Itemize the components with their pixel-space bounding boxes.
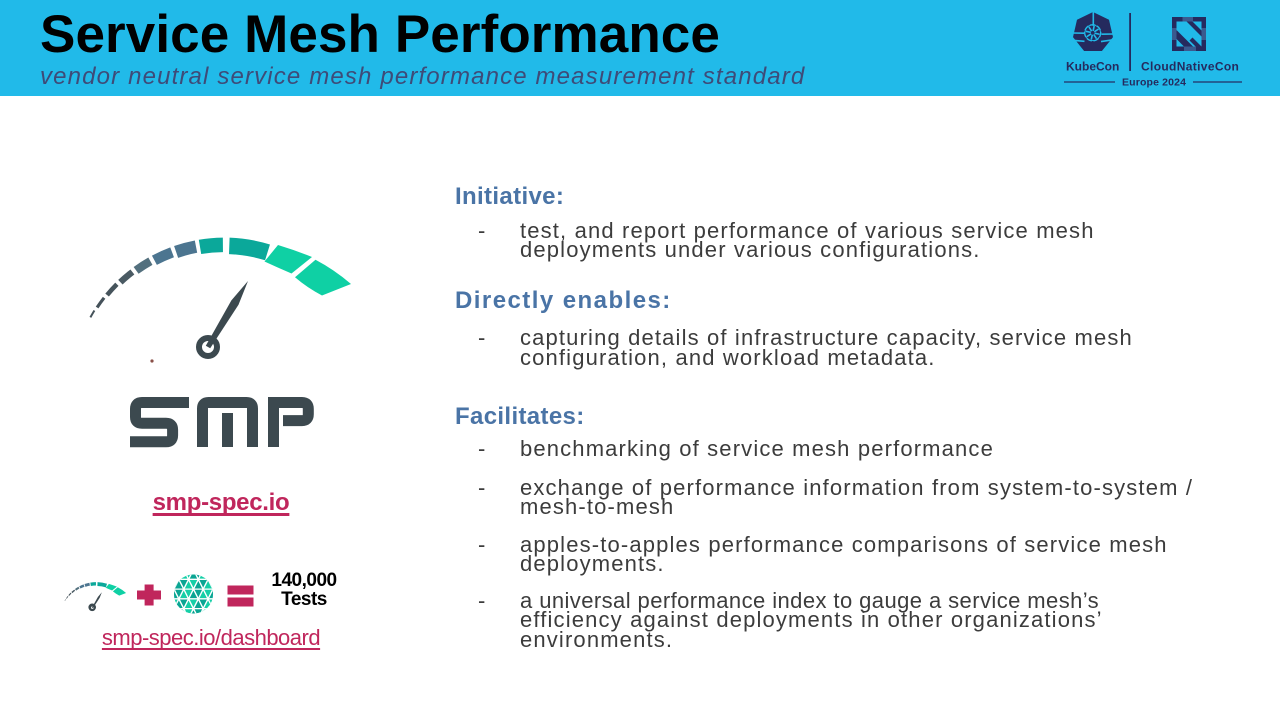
svg-text:CloudNativeCon: CloudNativeCon	[1141, 60, 1239, 74]
svg-text:Europe 2024: Europe 2024	[1122, 77, 1186, 89]
svg-text:KubeCon: KubeCon	[1066, 60, 1119, 74]
